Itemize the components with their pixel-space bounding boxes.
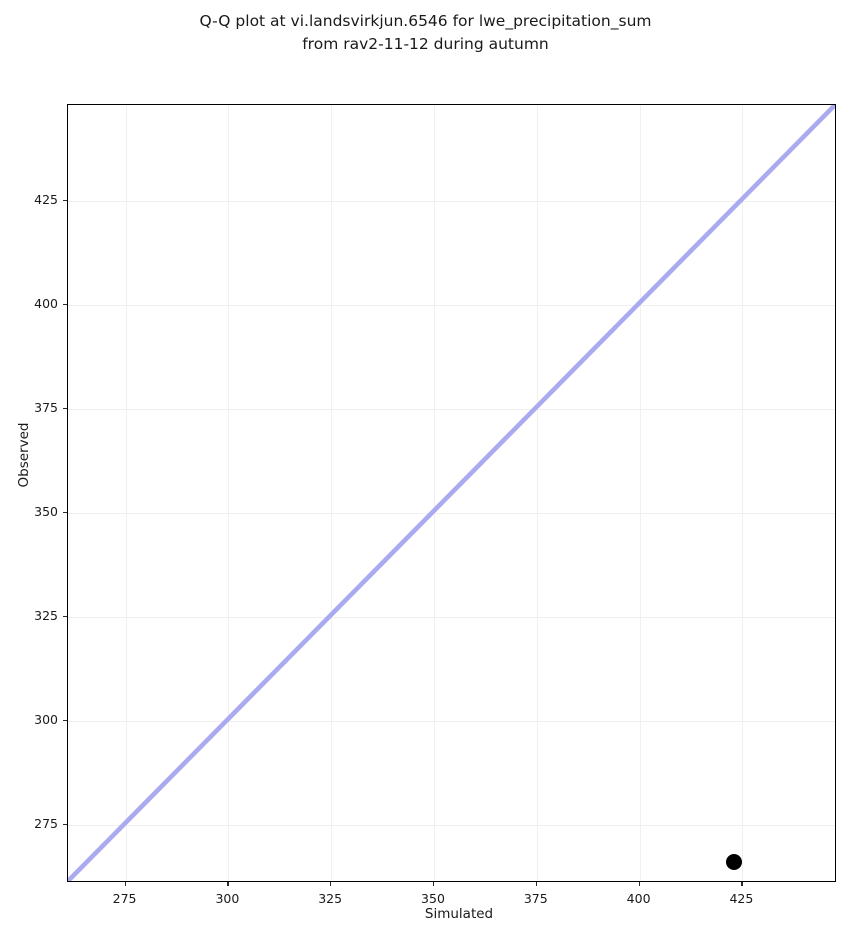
y-tick-mark: [63, 407, 67, 409]
y-tick-label: 375: [34, 399, 58, 415]
x-tick-mark: [124, 882, 126, 886]
x-tick-label: 325: [318, 891, 343, 906]
y-tick-label: 325: [34, 607, 58, 623]
x-tick-label: 400: [626, 891, 651, 906]
y-tick-mark: [63, 615, 67, 617]
y-axis-label: Observed: [16, 422, 32, 488]
gridline-horizontal: [68, 200, 835, 202]
y-tick-mark: [63, 511, 67, 513]
y-tick-label: 400: [34, 295, 58, 311]
x-tick-mark: [741, 882, 743, 886]
gridline-horizontal: [68, 824, 835, 826]
gridline-horizontal: [68, 408, 835, 410]
y-tick-label: 275: [34, 815, 58, 831]
identity-line: [68, 105, 835, 881]
y-tick-label: 300: [34, 711, 58, 727]
gridline-vertical: [536, 105, 538, 881]
gridline-horizontal: [68, 720, 835, 722]
x-tick-mark: [535, 882, 537, 886]
x-tick-label: 300: [215, 891, 240, 906]
y-tick-mark: [63, 823, 67, 825]
identity-line-path: [68, 105, 835, 881]
gridline-vertical: [639, 105, 641, 881]
gridline-vertical: [228, 105, 230, 881]
gridline-horizontal: [68, 616, 835, 618]
x-tick-label: 350: [421, 891, 445, 906]
x-axis-label: Simulated: [424, 906, 494, 922]
x-tick-label: 425: [729, 891, 754, 906]
y-tick-mark: [63, 719, 67, 721]
gridline-vertical: [433, 105, 435, 881]
x-tick-mark: [432, 882, 435, 886]
y-tick-label: 425: [34, 191, 58, 207]
y-tick-label: 350: [34, 503, 58, 519]
gridline-vertical: [742, 105, 744, 881]
x-tick-mark: [330, 882, 332, 886]
gridline-horizontal: [68, 304, 835, 306]
y-tick-mark: [63, 303, 67, 305]
x-tick-label: 275: [112, 891, 137, 906]
y-tick-mark: [63, 199, 67, 201]
x-tick-mark: [227, 882, 229, 886]
x-tick-mark: [638, 882, 640, 886]
chart-title: Q-Q plot at vi.landsvirkjun.6546 for lwe…: [199, 12, 652, 53]
data-point: [726, 854, 743, 871]
gridline-vertical: [125, 105, 127, 881]
x-tick-label: 375: [523, 891, 548, 906]
plot-area: [67, 104, 836, 882]
gridline-horizontal: [68, 512, 835, 514]
gridline-vertical: [331, 105, 333, 881]
